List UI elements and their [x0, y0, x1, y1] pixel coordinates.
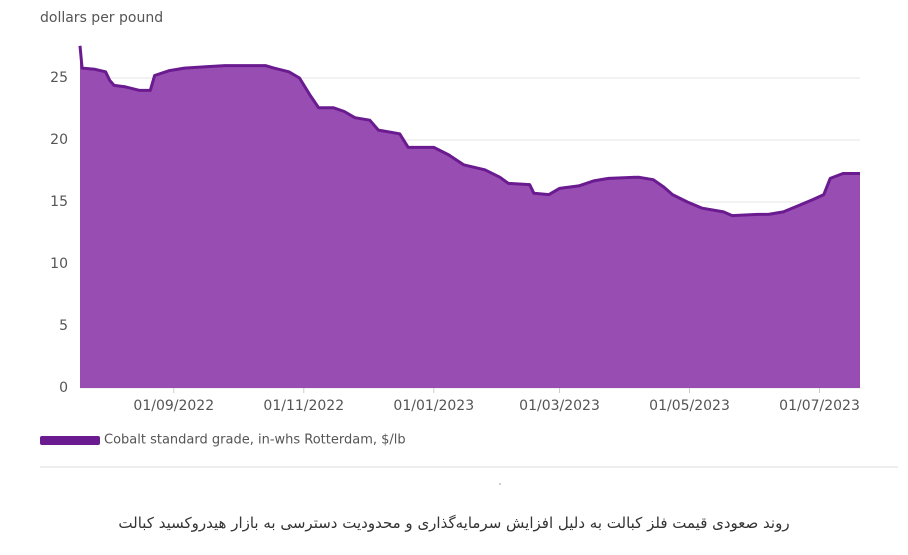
caption: روند صعودی قیمت فلز کبالت به دلیل افزایش…	[118, 514, 790, 532]
x-tick-label: 01/03/2023	[519, 398, 600, 414]
y-axis-label: dollars per pound	[40, 10, 163, 26]
x-tick-label: 01/01/2023	[393, 398, 474, 414]
x-tick-label: 01/05/2023	[649, 398, 730, 414]
legend-label: Cobalt standard grade, in-whs Rotterdam,…	[104, 433, 406, 448]
line	[78, 45, 860, 218]
y-tick-label: 20	[50, 132, 68, 148]
x-tick-label: 01/07/2023	[779, 398, 860, 414]
y-tick-label: 0	[59, 380, 68, 396]
area	[80, 45, 860, 389]
dot	[499, 483, 501, 485]
x-tick-label: 01/11/2022	[263, 398, 344, 414]
chart: dollars per pound Cobalt standard grade,…	[40, 10, 898, 485]
x-tick-label: 01/09/2022	[133, 398, 214, 414]
y-tick-label: 25	[50, 70, 68, 86]
y-tick-label: 5	[59, 318, 68, 334]
y-tick-label: 15	[50, 194, 68, 210]
y-tick-label: 10	[50, 256, 68, 272]
legend-swatch	[40, 436, 100, 445]
